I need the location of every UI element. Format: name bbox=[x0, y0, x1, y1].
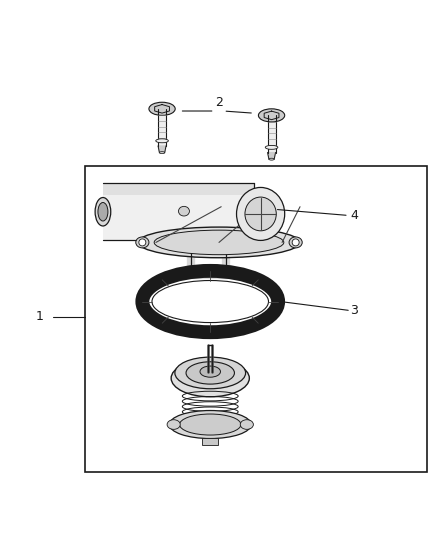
Ellipse shape bbox=[167, 419, 180, 430]
Bar bbox=[103, 183, 254, 240]
Ellipse shape bbox=[154, 230, 284, 255]
Circle shape bbox=[139, 239, 146, 246]
Ellipse shape bbox=[169, 410, 251, 439]
Ellipse shape bbox=[175, 357, 246, 389]
Text: 4: 4 bbox=[350, 209, 358, 222]
Bar bbox=[268, 115, 276, 152]
Ellipse shape bbox=[269, 158, 274, 160]
Ellipse shape bbox=[200, 366, 220, 377]
Ellipse shape bbox=[245, 197, 276, 231]
Bar bbox=[103, 183, 254, 195]
Ellipse shape bbox=[152, 280, 268, 322]
Circle shape bbox=[292, 239, 299, 246]
Ellipse shape bbox=[95, 198, 111, 226]
Bar bbox=[85, 166, 427, 472]
Bar bbox=[158, 109, 166, 146]
Ellipse shape bbox=[138, 227, 300, 258]
Ellipse shape bbox=[136, 237, 149, 248]
Ellipse shape bbox=[178, 206, 189, 216]
Ellipse shape bbox=[186, 362, 234, 384]
Ellipse shape bbox=[149, 102, 175, 115]
Ellipse shape bbox=[156, 139, 168, 143]
Ellipse shape bbox=[159, 151, 165, 154]
Ellipse shape bbox=[247, 198, 261, 226]
Polygon shape bbox=[158, 146, 166, 152]
Text: 3: 3 bbox=[350, 304, 358, 317]
Ellipse shape bbox=[171, 360, 249, 397]
Ellipse shape bbox=[240, 419, 253, 430]
Bar bbox=[202, 438, 218, 445]
Ellipse shape bbox=[237, 188, 285, 240]
Ellipse shape bbox=[289, 237, 302, 248]
Ellipse shape bbox=[98, 203, 108, 221]
Ellipse shape bbox=[180, 414, 241, 435]
Text: 1: 1 bbox=[36, 310, 44, 324]
Text: 2: 2 bbox=[215, 96, 223, 109]
Polygon shape bbox=[268, 152, 276, 159]
Ellipse shape bbox=[265, 146, 278, 149]
Ellipse shape bbox=[258, 109, 285, 122]
